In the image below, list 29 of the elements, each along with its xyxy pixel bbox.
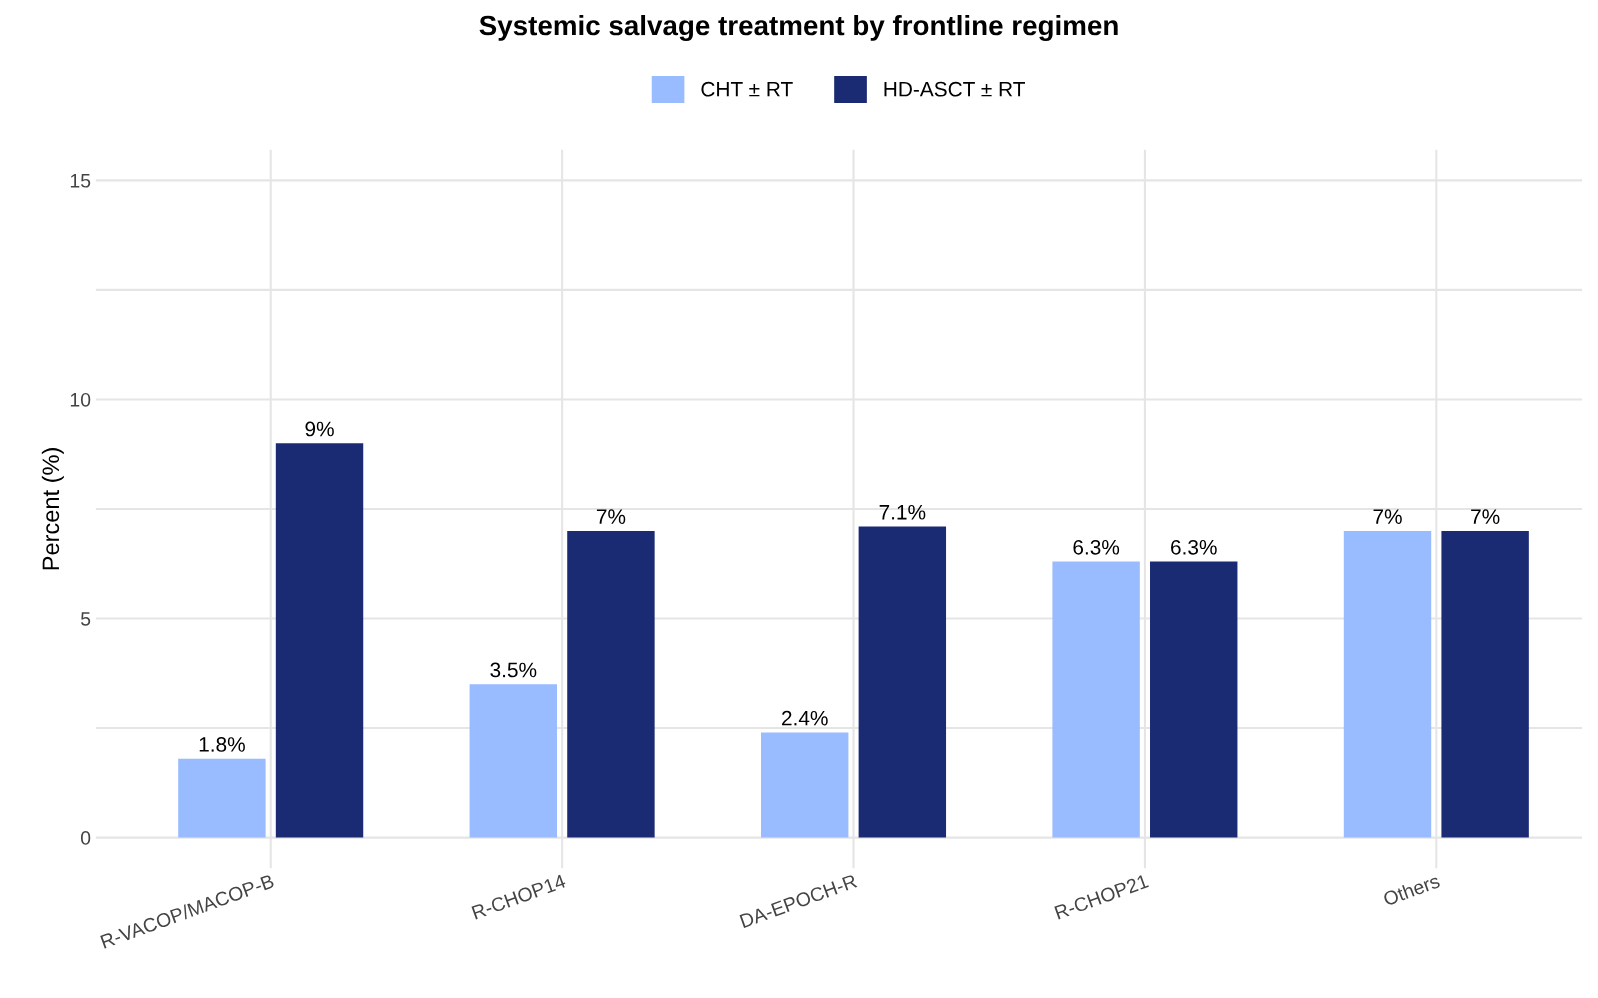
bar bbox=[469, 684, 558, 838]
x-tick-label: Others bbox=[1382, 873, 1441, 907]
bar bbox=[1343, 530, 1432, 838]
data-label: 1.8% bbox=[199, 737, 245, 752]
data-label: 2.4% bbox=[782, 710, 828, 726]
bar bbox=[178, 758, 266, 838]
data-label: 7% bbox=[1471, 509, 1500, 524]
chart-title: Systemic salvage treatment by frontline regimen bbox=[479, 14, 1118, 41]
data-label: 7% bbox=[1373, 509, 1402, 524]
data-label: 6.3% bbox=[1073, 539, 1120, 555]
data-label: 9% bbox=[305, 421, 334, 437]
y-axis-title: Percent (%) bbox=[41, 448, 64, 570]
bar bbox=[858, 526, 947, 838]
bar bbox=[1150, 561, 1238, 838]
data-label: 7.1% bbox=[879, 504, 926, 520]
bar bbox=[1441, 530, 1529, 838]
data-label: 3.5% bbox=[490, 662, 537, 678]
y-tick-label: 0 bbox=[80, 831, 91, 845]
legend-label: CHT ± RT bbox=[701, 81, 793, 97]
y-tick-label: 5 bbox=[80, 612, 91, 626]
bar bbox=[761, 732, 849, 838]
bar bbox=[275, 443, 364, 838]
y-tick-label: 10 bbox=[70, 392, 91, 407]
bar bbox=[1052, 561, 1140, 838]
data-label: 6.3% bbox=[1171, 539, 1217, 555]
legend-label: HD-ASCT ± RT bbox=[884, 81, 1025, 97]
bar bbox=[567, 530, 655, 838]
y-tick-label: 15 bbox=[70, 174, 91, 188]
data-label: 7% bbox=[596, 509, 626, 524]
